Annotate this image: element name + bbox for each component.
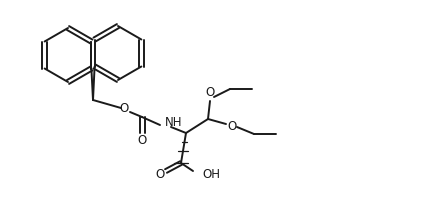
Text: O: O xyxy=(155,168,164,182)
Text: OH: OH xyxy=(202,167,220,181)
Text: O: O xyxy=(138,134,147,146)
Text: O: O xyxy=(227,120,237,132)
Text: O: O xyxy=(205,87,215,99)
Text: O: O xyxy=(119,103,128,115)
Text: NH: NH xyxy=(165,116,183,130)
